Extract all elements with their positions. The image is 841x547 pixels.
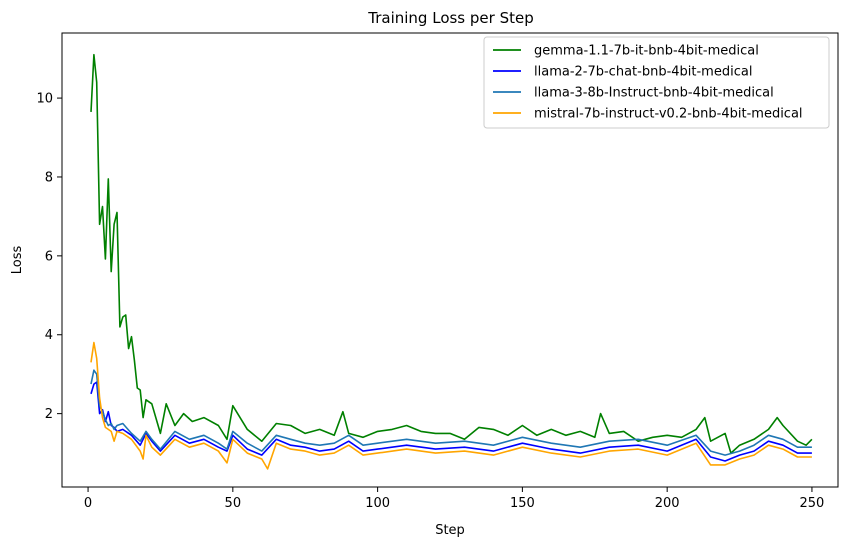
series-line-4 [90, 341, 812, 470]
x-axis-title: Step [435, 523, 465, 538]
series-line-1 [90, 53, 813, 454]
y-tick-label: 10 [36, 92, 53, 107]
y-axis-title: Loss [10, 246, 25, 275]
x-axis-ticks: 0 50 100 150 200 250 [84, 487, 824, 511]
x-tick-label: 200 [655, 496, 680, 511]
x-tick-label: 100 [365, 496, 390, 511]
legend-label-1: gemma-1.1-7b-it-bnb-4bit-medical [534, 44, 759, 59]
y-tick-label: 4 [45, 328, 53, 343]
legend-label-2: llama-2-7b-chat-bnb-4bit-medical [534, 65, 752, 80]
legend-box [483, 36, 830, 129]
x-tick-label: 150 [510, 496, 535, 511]
series-lines [90, 53, 813, 470]
y-tick-label: 8 [45, 170, 53, 185]
chart-title: Training Loss per Step [367, 9, 533, 27]
y-axis-ticks: 2 4 6 8 10 [36, 92, 62, 422]
legend: gemma-1.1-7b-it-bnb-4bit-medical llama-2-… [483, 36, 830, 129]
x-tick-label: 50 [225, 496, 242, 511]
y-tick-label: 6 [45, 249, 53, 264]
legend-label-4: mistral-7b-instruct-v0.2-bnb-4bit-medica… [534, 107, 803, 122]
series-line-3 [90, 369, 812, 456]
x-tick-label: 250 [800, 496, 825, 511]
legend-label-3: llama-3-8b-Instruct-bnb-4bit-medical [534, 86, 774, 101]
plot-area-frame [61, 32, 839, 488]
x-tick-label: 0 [84, 496, 92, 511]
y-tick-label: 2 [45, 407, 53, 422]
